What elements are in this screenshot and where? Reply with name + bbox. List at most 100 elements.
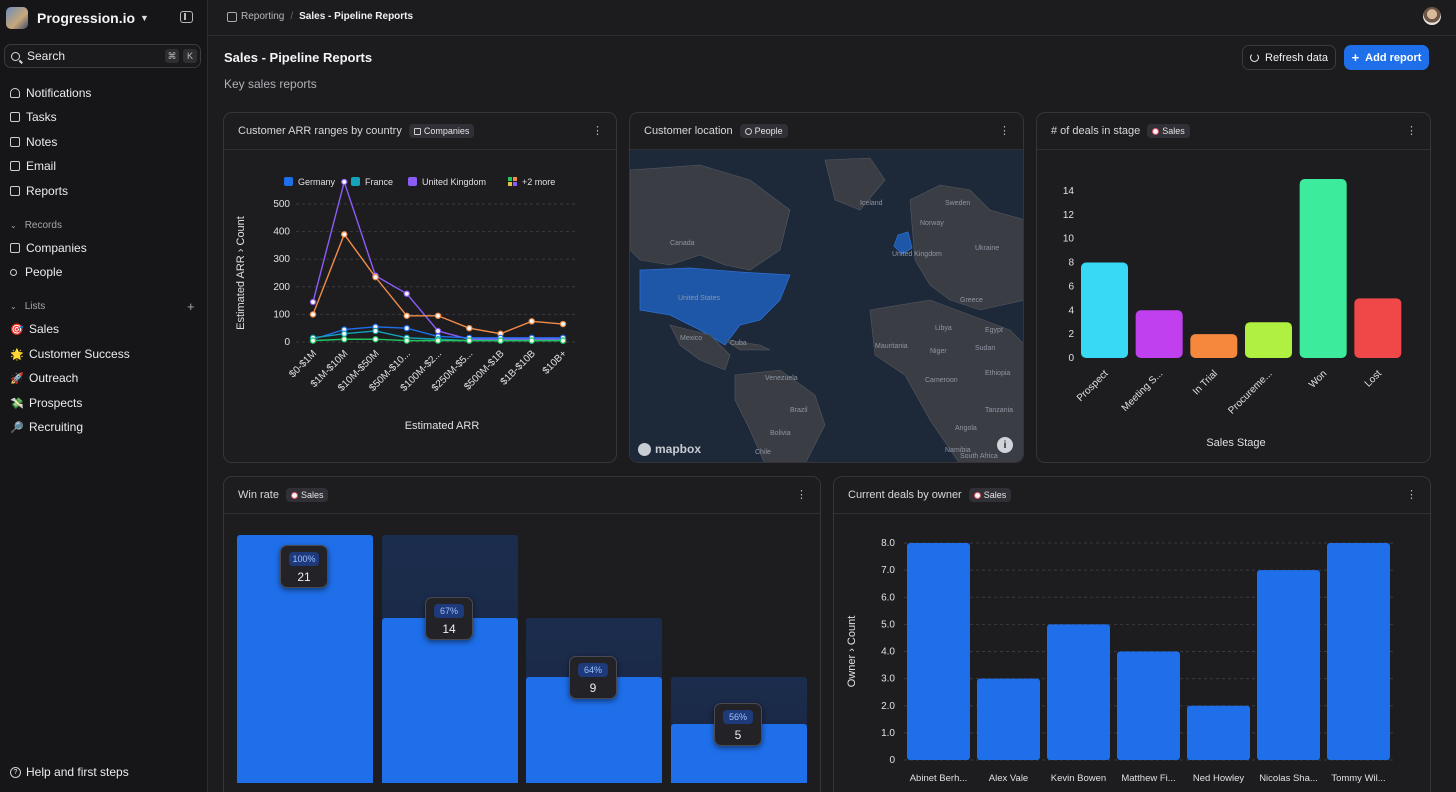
data-point — [466, 324, 473, 332]
add-list-icon[interactable]: + — [187, 299, 195, 314]
sidebar-item-email[interactable]: Email — [10, 156, 56, 176]
add-report-button[interactable]: + Add report — [1344, 45, 1429, 70]
win-rate-badge: 100% 21 — [280, 545, 328, 588]
add-report-label: Add report — [1365, 51, 1422, 64]
y-tick-label: 0 — [1068, 353, 1074, 364]
sidebar-item-notifications[interactable]: Notifications — [10, 83, 91, 103]
data-point — [341, 178, 348, 186]
bar — [1354, 298, 1402, 358]
data-point — [309, 311, 317, 318]
note-icon — [10, 137, 20, 147]
x-tick-label: Procureme... — [1226, 368, 1274, 416]
kbd-k: K — [183, 49, 197, 63]
sidebar-item-people[interactable]: People — [10, 262, 62, 282]
search-input[interactable]: Search ⌘ K — [4, 44, 201, 68]
info-icon[interactable]: i — [997, 437, 1013, 453]
mapbox-label: mapbox — [655, 442, 702, 456]
page-title: Sales - Pipeline Reports — [224, 50, 373, 65]
y-tick-label: 0 — [889, 755, 895, 766]
sidebar-item-recruiting[interactable]: 🔎 Recruiting — [10, 417, 83, 437]
y-tick-label: 8 — [1068, 258, 1074, 269]
source-chip[interactable]: Sales — [968, 488, 1012, 502]
land-greenland — [824, 157, 886, 211]
data-point — [559, 320, 567, 328]
refresh-data-button[interactable]: Refresh data — [1242, 45, 1336, 70]
map-label: Sweden — [945, 200, 970, 207]
sidebar-toggle-icon[interactable] — [180, 11, 193, 23]
land-europe — [909, 184, 1023, 311]
win-rate-percent: 64% — [578, 662, 608, 677]
section-lists[interactable]: ⌄ Lists — [10, 298, 45, 314]
map-label: Namibia — [945, 447, 971, 454]
dart-icon: 🎯 — [10, 323, 24, 336]
map-label: Mauritania — [875, 343, 908, 350]
source-chip[interactable]: Sales — [285, 488, 329, 502]
legend-swatch — [508, 177, 512, 181]
legend-swatch — [508, 182, 512, 186]
star-icon: 🌟 — [10, 348, 24, 361]
bar — [907, 543, 970, 760]
workspace-switcher[interactable]: Progression.io ▼ — [6, 6, 149, 30]
win-rate-badge: 67% 14 — [425, 596, 473, 640]
land-africa — [869, 299, 1023, 462]
more-icon[interactable]: ⋮ — [1406, 489, 1417, 501]
legend-swatch — [408, 177, 417, 186]
sidebar-item-label: Notifications — [26, 86, 92, 100]
sidebar-item-tasks[interactable]: Tasks — [10, 107, 57, 127]
section-records[interactable]: ⌄ Records — [10, 217, 62, 233]
map-label: Angola — [955, 425, 977, 432]
report-icon — [10, 186, 20, 196]
y-tick-label: 7.0 — [881, 565, 895, 576]
card-title: Customer ARR ranges by country — [238, 125, 402, 137]
sidebar-item-reports[interactable]: Reports — [10, 181, 68, 201]
sidebar-item-companies[interactable]: Companies — [10, 238, 87, 258]
building-icon — [413, 127, 421, 135]
breadcrumb-separator: / — [290, 11, 294, 22]
more-icon[interactable]: ⋮ — [999, 125, 1010, 137]
sidebar-item-outreach[interactable]: 🚀 Outreach — [10, 368, 78, 388]
card-title: Win rate — [238, 489, 279, 501]
bar — [1299, 179, 1347, 358]
legend-label: +2 more — [522, 177, 555, 187]
card-header: Current deals by owner Sales ⋮ — [834, 477, 1430, 514]
y-tick-label: 0 — [284, 337, 290, 348]
sidebar-item-customer-success[interactable]: 🌟 Customer Success — [10, 344, 130, 364]
sidebar-item-label: Outreach — [29, 371, 79, 385]
data-point — [309, 298, 317, 306]
sidebar-item-sales[interactable]: 🎯 Sales — [10, 319, 59, 339]
chevron-down-icon: ▼ — [140, 13, 149, 23]
source-chip[interactable]: Sales — [1147, 124, 1190, 138]
more-icon[interactable]: ⋮ — [592, 125, 603, 137]
legend-swatch — [513, 182, 517, 186]
win-rate-count: 9 — [589, 680, 597, 695]
x-tick-label: $10B+ — [541, 348, 570, 377]
data-point — [466, 337, 473, 344]
kbd-cmd: ⌘ — [165, 49, 179, 63]
more-icon[interactable]: ⋮ — [796, 489, 807, 501]
win-rate-badge: 64% 9 — [569, 655, 617, 699]
x-tick-label: Meeting S... — [1120, 368, 1166, 414]
bar — [977, 678, 1040, 760]
world-map[interactable]: Iceland Sweden Norway Canada United Kingdom U… — [630, 150, 1023, 462]
refresh-icon — [1250, 53, 1259, 62]
help-link[interactable]: ? Help and first steps — [10, 765, 129, 779]
win-rate-badge: 56% 5 — [714, 702, 762, 746]
x-axis-title: Sales Stage — [1206, 437, 1265, 449]
map-label: Norway — [920, 220, 944, 227]
data-point — [309, 337, 317, 344]
bar — [1327, 543, 1390, 760]
avatar[interactable] — [1423, 7, 1441, 25]
y-tick-label: 1.0 — [881, 728, 895, 739]
workspace-logo — [6, 7, 28, 29]
sidebar-item-notes[interactable]: Notes — [10, 132, 57, 152]
win-rate-funnel: 100% 21 67% 14 64% 9 56% 5 — [224, 515, 820, 792]
land-united-states[interactable] — [639, 267, 791, 346]
source-chip[interactable]: Companies — [408, 124, 475, 138]
sidebar-item-prospects[interactable]: 💸 Prospects — [10, 393, 82, 413]
page-subtitle: Key sales reports — [224, 77, 317, 91]
land-united-kingdom[interactable] — [893, 231, 913, 255]
more-icon[interactable]: ⋮ — [1406, 125, 1417, 137]
breadcrumb-parent[interactable]: Reporting — [241, 11, 285, 22]
source-chip[interactable]: People — [739, 124, 788, 138]
funnel-bar[interactable] — [382, 617, 518, 783]
